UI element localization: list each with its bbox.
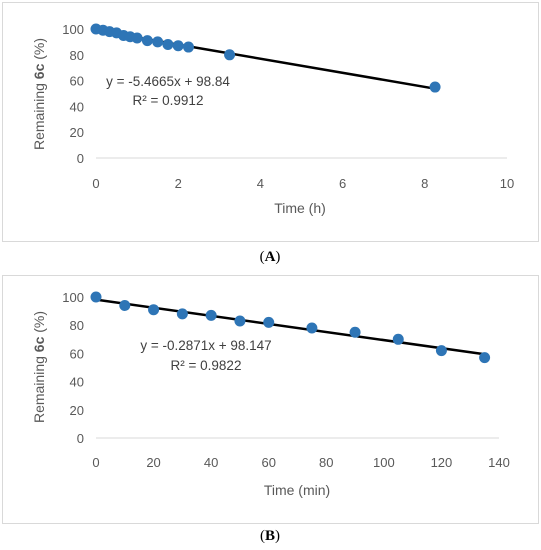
data-point (349, 326, 361, 338)
data-point (234, 315, 246, 327)
data-point (306, 322, 318, 334)
x-tick-label: 20 (146, 455, 160, 470)
y-tick-label: 80 (70, 48, 84, 63)
panel-label-a: (A) (259, 249, 281, 265)
y-tick-label: 100 (62, 290, 84, 305)
x-tick-label: 6 (339, 176, 346, 191)
data-point (172, 40, 184, 52)
data-point (392, 333, 404, 345)
y-axis-label: Remaining 6c (%) (31, 38, 47, 150)
x-tick-label: 100 (373, 455, 395, 470)
x-axis-label: Time (min) (264, 482, 330, 498)
trendline (95, 298, 485, 356)
data-point (90, 291, 102, 303)
y-tick-label: 80 (70, 318, 84, 333)
chart-b-frame (2, 275, 539, 524)
y-tick-label: 40 (70, 99, 84, 114)
r-squared-label: R² = 0.9822 (171, 358, 242, 373)
x-tick-label: 40 (204, 455, 218, 470)
panel-label-b: (B) (259, 528, 280, 544)
x-tick-label: 0 (92, 455, 99, 470)
y-tick-label: 100 (62, 22, 84, 37)
data-point (205, 309, 217, 321)
data-point (263, 316, 275, 328)
x-tick-label: 10 (500, 176, 514, 191)
data-point (176, 308, 188, 320)
data-point (141, 35, 153, 47)
data-point (435, 345, 447, 357)
y-tick-label: 0 (77, 431, 84, 446)
x-tick-label: 140 (488, 455, 510, 470)
x-tick-label: 60 (261, 455, 275, 470)
y-tick-label: 0 (77, 151, 84, 166)
y-tick-label: 60 (70, 74, 84, 89)
trendline-equation: y = -0.2871x + 98.147 (140, 338, 271, 353)
trendline-equation: y = -5.4665x + 98.84 (106, 74, 230, 89)
data-point (479, 352, 491, 364)
x-tick-label: 2 (175, 176, 182, 191)
data-point (182, 41, 194, 53)
x-tick-label: 4 (257, 176, 264, 191)
r-squared-label: R² = 0.9912 (133, 93, 204, 108)
data-point (148, 304, 160, 316)
data-point (162, 38, 174, 50)
data-point (131, 32, 143, 44)
data-point (152, 36, 164, 48)
chart-a-frame (2, 2, 539, 242)
y-tick-label: 40 (70, 375, 84, 390)
data-point (429, 81, 441, 93)
data-point (224, 49, 236, 61)
x-tick-label: 80 (319, 455, 333, 470)
y-axis-label: Remaining 6c (%) (31, 311, 47, 423)
y-tick-label: 20 (70, 403, 84, 418)
y-tick-label: 60 (70, 346, 84, 361)
data-point (119, 299, 131, 311)
y-tick-label: 20 (70, 125, 84, 140)
x-tick-label: 8 (421, 176, 428, 191)
x-tick-label: 120 (431, 455, 453, 470)
x-tick-label: 0 (92, 176, 99, 191)
x-axis-label: Time (h) (274, 200, 326, 216)
